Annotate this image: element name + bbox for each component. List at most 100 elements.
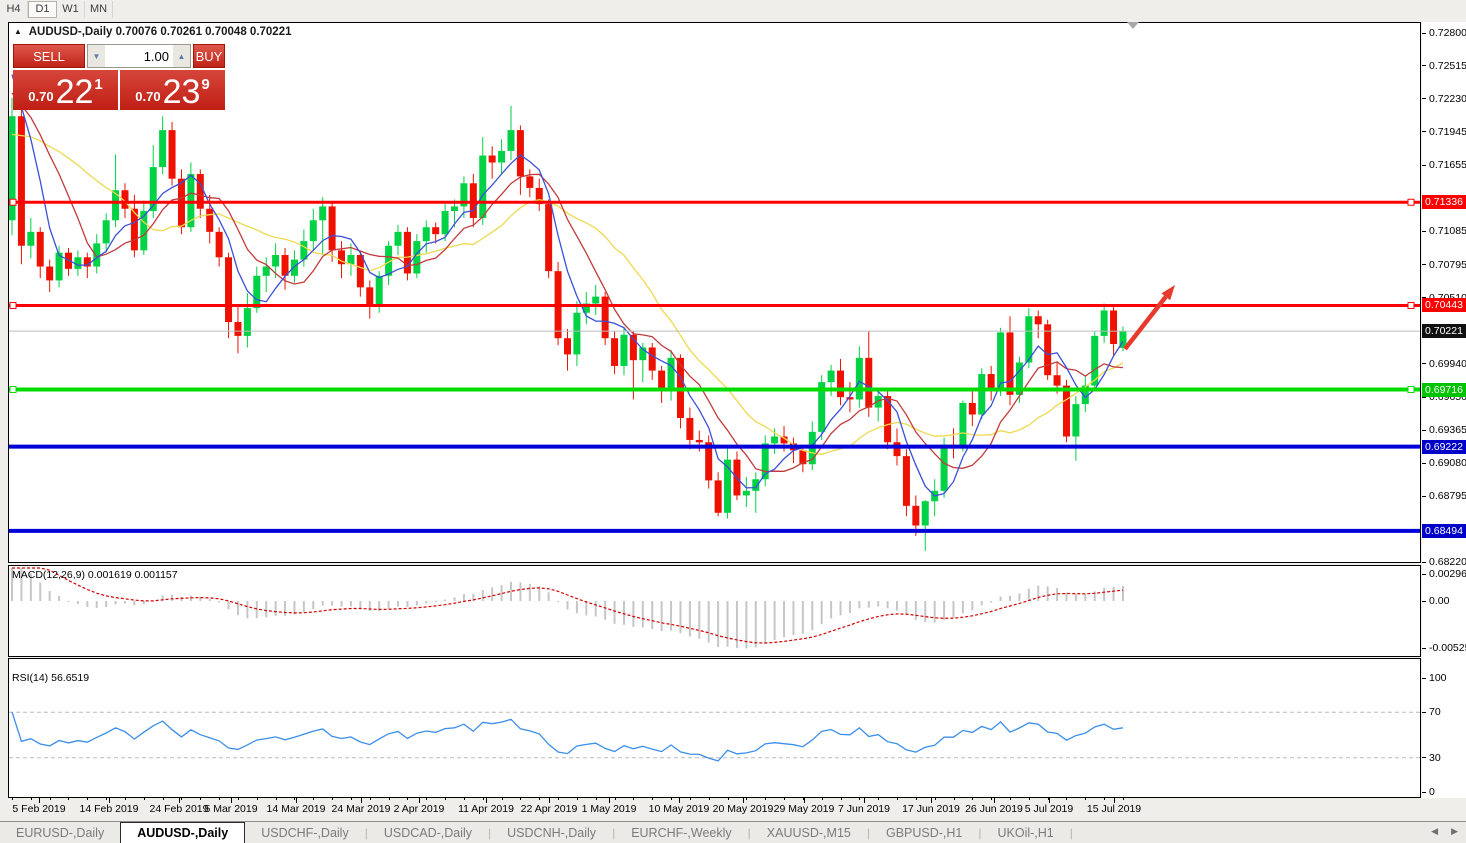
price-axis-label: 0.68220 [1429, 556, 1466, 569]
price-axis-label: 0.71945 [1429, 125, 1466, 138]
date-major-tick [804, 798, 805, 803]
axis-tick [1422, 164, 1426, 166]
symbol-tab-gbpusd[interactable]: GBPUSD-,H1 [885, 826, 963, 840]
timeframe-button-w1[interactable]: W1 [57, 1, 85, 18]
sell-price-big: 22 [55, 73, 94, 111]
symbol-tab-eurchf[interactable]: EURCHF-,Weekly [631, 826, 732, 840]
trend-arrow[interactable] [1123, 295, 1168, 351]
date-minor-tick [1047, 798, 1049, 800]
macd-pane[interactable] [8, 565, 1421, 657]
chart-panel-collapse-icon[interactable] [1127, 22, 1139, 29]
macd-canvas[interactable] [9, 566, 1420, 656]
price-axis-label: 0.68795 [1429, 490, 1466, 503]
buy-price-display[interactable]: 0.70 23 9 [120, 70, 225, 110]
rsi-scale-label: 30 [1429, 751, 1441, 764]
hline-price-label: 0.70443 [1422, 298, 1466, 313]
volume-increase-button[interactable]: ▲ [173, 45, 190, 67]
date-minor-tick [68, 798, 70, 800]
date-axis[interactable]: 5 Feb 2019 14 Feb 2019 24 Feb 2019 5 Mar 20… [8, 798, 1422, 819]
symbol-tab-ukoil[interactable]: UKOil-,H1 [997, 826, 1054, 840]
volume-decrease-button[interactable]: ▼ [88, 45, 105, 67]
buy-price-prefix: 0.70 [135, 89, 161, 104]
date-minor-tick [200, 798, 202, 800]
tab-separator: | [747, 826, 751, 840]
one-click-collapse-icon[interactable]: ▲ [14, 27, 22, 36]
sell-price-prefix: 0.70 [28, 89, 54, 104]
date-minor-tick [633, 798, 635, 800]
date-label: 24 Feb 2019 [149, 803, 209, 815]
date-minor-tick [463, 798, 465, 800]
date-major-tick [361, 798, 362, 803]
tab-scroll-right-button[interactable]: ▶ [1451, 826, 1458, 836]
axis-tick [1422, 98, 1426, 100]
axis-tick [1422, 65, 1426, 67]
date-minor-tick [12, 798, 13, 800]
axis-tick [1422, 647, 1426, 649]
current-price-label: 0.70221 [1422, 324, 1466, 339]
date-minor-tick [219, 798, 221, 800]
line-anchor[interactable] [1407, 301, 1415, 309]
rsi-canvas[interactable] [9, 659, 1420, 797]
line-anchor[interactable] [9, 386, 17, 394]
symbol-tab-xauusd[interactable]: XAUUSD-,M15 [766, 826, 851, 840]
buy-price-sup: 9 [201, 76, 210, 93]
date-minor-tick [332, 798, 334, 800]
date-minor-tick [426, 798, 428, 800]
date-minor-tick [369, 798, 371, 800]
date-minor-tick [897, 798, 898, 800]
sell-button[interactable]: SELL [13, 44, 85, 68]
date-minor-tick [708, 798, 710, 800]
price-axis-label: 0.72515 [1429, 59, 1466, 72]
timeframe-button-mn[interactable]: MN [85, 1, 113, 18]
line-anchor[interactable] [1407, 198, 1415, 206]
hline-price-label: 0.69716 [1422, 382, 1466, 397]
date-label: 14 Mar 2019 [266, 803, 326, 815]
buy-price-big: 23 [162, 73, 201, 111]
date-minor-tick [445, 798, 447, 800]
symbol-tab-usdchf[interactable]: USDCHF-,Daily [261, 826, 349, 840]
sell-price-display[interactable]: 0.70 22 1 [13, 70, 118, 110]
line-anchor[interactable] [1407, 386, 1415, 394]
rsi-scale-label: 0 [1429, 786, 1435, 798]
sell-price-sup: 1 [94, 76, 103, 93]
ma-fast-line [11, 74, 1124, 497]
symbol-tab-usdcnh[interactable]: USDCNH-,Daily [507, 826, 597, 840]
timeframe-button-h4[interactable]: H4 [0, 1, 28, 18]
main-chart-canvas[interactable] [9, 23, 1420, 562]
axis-tick [1422, 677, 1426, 679]
macd-histogram [11, 568, 1124, 649]
date-minor-tick [1085, 798, 1087, 800]
main-price-pane[interactable] [8, 22, 1421, 563]
date-minor-tick [727, 798, 729, 800]
symbol-tab-audusd[interactable]: AUDUSD-,Daily [120, 822, 246, 843]
tab-scroll-left-button[interactable]: ◀ [1431, 826, 1438, 836]
timeframe-button-d1[interactable]: D1 [28, 1, 57, 18]
buy-button[interactable]: BUY [193, 44, 225, 68]
price-axis[interactable]: 0.72800 0.72515 0.72230 0.71945 0.71655 0.710… [1422, 22, 1466, 798]
line-anchor[interactable] [9, 301, 17, 309]
symbol-tab-eurusd[interactable]: EURUSD-,Daily [16, 826, 105, 840]
date-label: 7 Jun 2019 [838, 803, 890, 815]
date-minor-tick [878, 798, 880, 800]
ma-mid-line [11, 92, 1124, 473]
volume-input[interactable] [105, 45, 173, 67]
symbol-tab-usdcad[interactable]: USDCAD-,Daily [383, 826, 473, 840]
date-minor-tick [350, 798, 352, 800]
date-minor-tick [991, 798, 993, 800]
date-major-tick [931, 798, 932, 803]
date-minor-tick [802, 798, 804, 800]
date-minor-tick [482, 798, 484, 800]
date-minor-tick [953, 798, 955, 800]
axis-tick [1422, 757, 1426, 759]
date-minor-tick [915, 798, 917, 800]
axis-tick [1422, 230, 1426, 232]
tab-separator: | [866, 826, 870, 840]
chevron-up-icon: ▲ [177, 51, 186, 61]
macd-scale-label: 0.002962 [1429, 568, 1466, 581]
rsi-pane[interactable] [8, 658, 1421, 798]
date-major-tick [609, 798, 610, 803]
date-minor-tick [595, 798, 597, 800]
line-anchor[interactable] [9, 198, 17, 206]
date-minor-tick [614, 798, 616, 800]
